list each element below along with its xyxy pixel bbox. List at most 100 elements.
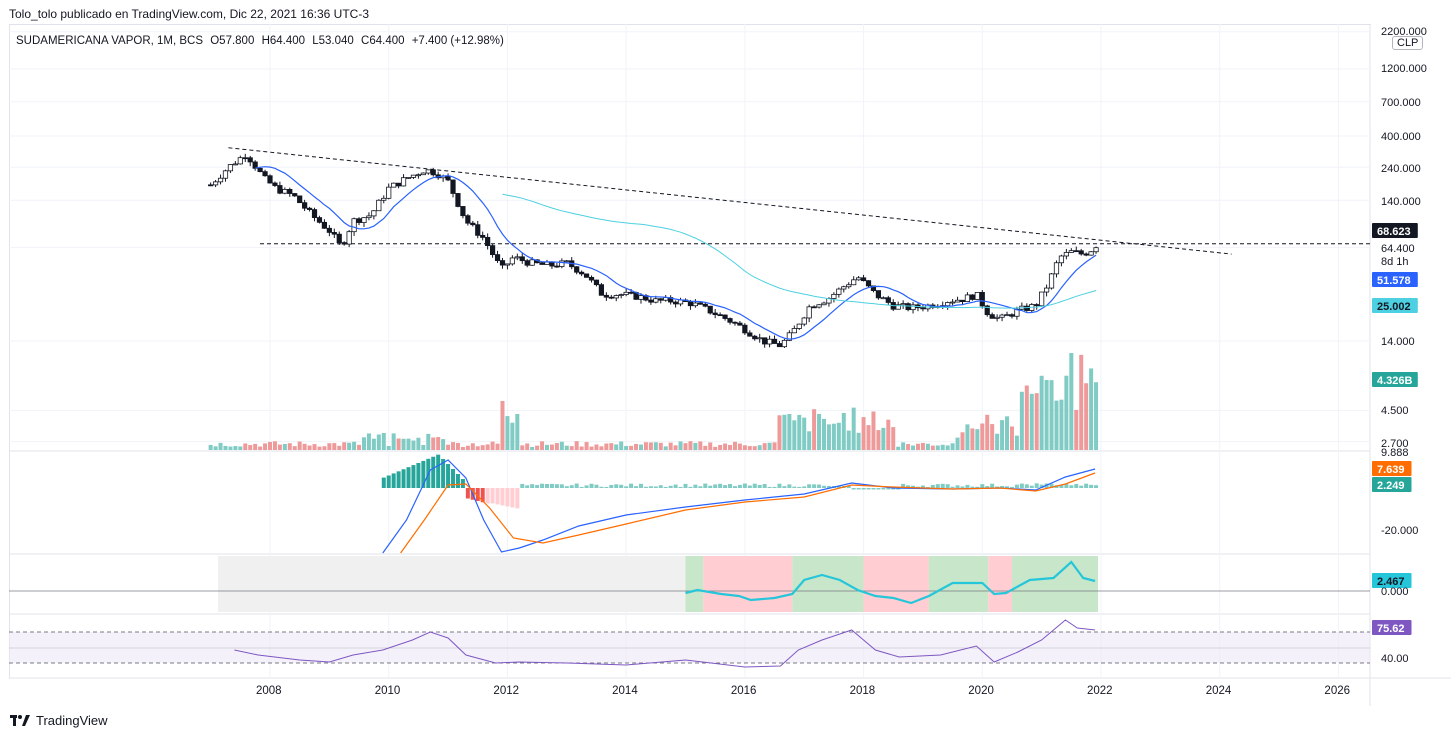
volume-bar bbox=[901, 442, 906, 450]
candle-body bbox=[386, 186, 392, 199]
candle-body bbox=[1083, 253, 1089, 256]
macd-histogram-bar bbox=[846, 486, 851, 488]
macd-histogram-bar bbox=[465, 488, 470, 499]
volume-bar bbox=[451, 442, 456, 450]
volume-bar bbox=[673, 445, 678, 450]
volume-bar bbox=[579, 446, 584, 450]
footer-brand[interactable]: TradingView bbox=[10, 713, 108, 728]
candle-body bbox=[801, 317, 807, 325]
candlesticks[interactable] bbox=[208, 153, 1099, 348]
candle-body bbox=[391, 182, 397, 188]
price-axis[interactable]: 2200.000 1200.000 700.000 400.000 240.000 140… bbox=[1372, 26, 1427, 665]
candle-body bbox=[900, 303, 906, 306]
macd-axis-tick: -20.000 bbox=[1381, 525, 1418, 537]
macd-histogram-bar bbox=[876, 488, 881, 490]
volume-bar bbox=[940, 444, 945, 450]
candle-body bbox=[989, 314, 995, 319]
volume-bar bbox=[856, 432, 861, 450]
macd-histogram-bar bbox=[609, 484, 614, 488]
macd-histogram-bar bbox=[446, 464, 451, 488]
volume-bar bbox=[1019, 391, 1024, 450]
macd-hist-label-bg bbox=[1372, 477, 1412, 492]
macd-histogram-bar bbox=[554, 484, 559, 488]
macd-histogram-bar bbox=[925, 486, 930, 488]
macd-histogram-bar bbox=[1029, 485, 1034, 488]
candle-body bbox=[1004, 314, 1010, 317]
macd-histogram-bar bbox=[634, 486, 639, 488]
volume-bars bbox=[208, 353, 1099, 450]
macd-histogram-bar bbox=[505, 488, 510, 507]
candle-body bbox=[574, 266, 580, 273]
candle-body bbox=[232, 163, 238, 166]
volume-bar bbox=[886, 419, 891, 450]
publisher-header: Tolo_tolo publicado en TradingView.com, … bbox=[9, 7, 369, 21]
candle-body bbox=[455, 193, 461, 207]
legend-high: H64.400 bbox=[261, 35, 306, 47]
time-axis-tick: 2026 bbox=[1324, 685, 1350, 697]
macd-histogram-bar bbox=[1039, 484, 1044, 488]
candle-body bbox=[252, 161, 258, 169]
rsi-line bbox=[234, 619, 1096, 668]
volume-bar bbox=[792, 420, 797, 450]
macd-histogram-bar bbox=[653, 486, 658, 488]
macd-line bbox=[382, 459, 1096, 554]
candle-body bbox=[836, 288, 842, 295]
macd-pane bbox=[381, 454, 1099, 554]
rsi-pane bbox=[9, 619, 1370, 668]
candle-body bbox=[494, 254, 501, 261]
volume-bar bbox=[802, 417, 807, 450]
macd-histogram-bar bbox=[817, 484, 822, 488]
macd-histogram-bar bbox=[510, 488, 515, 508]
volume-bar bbox=[411, 440, 416, 450]
macd-histogram-bar bbox=[648, 486, 653, 488]
volume-bar bbox=[841, 412, 846, 450]
volume-bar bbox=[822, 418, 826, 450]
macd-histogram-bar bbox=[530, 484, 535, 488]
candle-body bbox=[396, 182, 402, 187]
volume-bar bbox=[223, 445, 228, 450]
volume-bar bbox=[396, 438, 401, 450]
macd-histogram-bar bbox=[807, 484, 812, 488]
macd-histogram-bar bbox=[732, 486, 737, 488]
candle-body bbox=[499, 260, 506, 266]
volume-bar bbox=[1084, 383, 1089, 450]
candle-body bbox=[984, 305, 990, 316]
macd-histogram-bar bbox=[391, 473, 396, 488]
time-axis[interactable]: 2008 2010 2012 2014 2016 2018 2020 2022 2024 2026 bbox=[256, 685, 1350, 697]
currency-tag[interactable]: CLP bbox=[1392, 36, 1424, 50]
volume-bar bbox=[668, 442, 673, 450]
volume-bar bbox=[243, 443, 248, 450]
macd-histogram-bar bbox=[861, 488, 866, 490]
macd-histogram-bar bbox=[752, 483, 757, 488]
candle-body bbox=[875, 290, 882, 299]
candle-body bbox=[1024, 305, 1030, 311]
volume-bar bbox=[485, 444, 490, 450]
macd-histogram-bar bbox=[1069, 485, 1074, 488]
candle-body bbox=[509, 257, 515, 265]
volume-bar bbox=[436, 437, 441, 450]
resistance-trendline bbox=[228, 147, 1232, 255]
osc-bg-band bbox=[863, 556, 929, 612]
price-axis-tick: 700.000 bbox=[1381, 97, 1421, 109]
macd-histogram-bar bbox=[624, 486, 629, 488]
volume-bar bbox=[747, 446, 752, 450]
ma-slow-line bbox=[502, 193, 1097, 309]
macd-histogram-bar bbox=[891, 488, 896, 490]
macd-histogram-bar bbox=[886, 488, 891, 490]
candle-body bbox=[237, 157, 243, 165]
price-axis-tick: 4.500 bbox=[1381, 405, 1409, 417]
volume-bar bbox=[233, 446, 238, 450]
candle-body bbox=[762, 337, 768, 345]
volume-bar bbox=[638, 444, 643, 450]
legend-close: C64.400 bbox=[361, 35, 405, 47]
candle-body bbox=[227, 164, 234, 172]
candle-body bbox=[460, 206, 466, 217]
volume-bar bbox=[357, 444, 362, 450]
chart-frame[interactable] bbox=[9, 24, 1371, 679]
candle-body bbox=[618, 294, 624, 296]
macd-histogram-bar bbox=[723, 485, 728, 488]
volume-bar bbox=[1069, 353, 1074, 450]
volume-bar bbox=[431, 437, 436, 450]
candle-body bbox=[851, 279, 857, 286]
